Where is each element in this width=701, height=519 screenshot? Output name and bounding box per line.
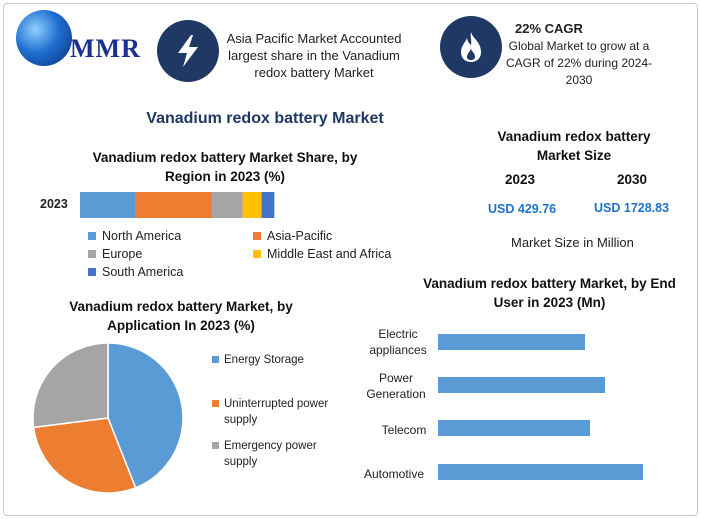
region-segment-europe [212,192,243,218]
legend-swatch [212,400,219,407]
end-user-label: Telecom [381,423,427,437]
market-size-value-2023: USD 429.76 [488,202,557,216]
end-user-bar-telecom [438,420,590,436]
legend-north-america: North America [88,229,181,243]
region-chart-title: Vanadium redox battery Market Share, by … [92,150,358,184]
legend-label: Energy Storage [224,354,304,366]
brand-logo-text: MMR [70,34,141,63]
application-chart-title: Vanadium redox battery Market, by Applic… [69,299,293,333]
legend-mea: Middle East and Africa [253,247,391,261]
legend-swatch [88,250,96,258]
market-size-year-2023: 2023 [505,172,536,187]
region-segment-asia-pacific [135,192,213,218]
legend-label: Europe [102,247,143,261]
end-user-bar-chart [438,334,643,480]
highlight-apac-text: Asia Pacific Market Accounted largest sh… [226,31,402,80]
legend-swatch [253,250,261,258]
end-user-bar-electric-appliances [438,334,585,350]
legend-swatch [212,356,219,363]
legend-label: Asia-Pacific [267,229,333,243]
legend-asia-pacific: Asia-Pacific [253,229,332,243]
globe-logo-icon [16,10,72,66]
legend-swatch [88,232,96,240]
pie-slice-emergency-power-supply [32,342,109,429]
cagr-text: Global Market to grow at a CAGR of 22% d… [505,39,653,87]
legend-swatch [253,232,261,240]
market-size-title: Vanadium redox battery Market Size [497,129,651,163]
legend-label: Middle East and Africa [267,247,392,261]
end-user-label: Power Generation [366,371,426,401]
legend-europe: Europe [88,247,142,261]
cagr-title: 22% CAGR [515,21,583,36]
region-segment-north-america [80,192,136,218]
infographic-frame [3,3,698,516]
end-user-bar-automotive [438,464,643,480]
pie-slice-uninterrupted-power-supply [32,417,137,494]
market-size-value-2030: USD 1728.83 [594,201,670,215]
market-size-note: Market Size in Million [511,235,634,250]
end-user-chart-title: Vanadium redox battery Market, by End Us… [423,276,676,310]
pie-slice-energy-storage [107,342,184,489]
legend-label: Emergency power supply [224,440,317,468]
region-segment-middle-east-and-africa [242,192,262,218]
region-segment-south-america [261,192,275,218]
legend-label: North America [102,229,182,243]
pie-legend-energy-storage: Energy Storage [212,352,352,370]
legend-label: South America [102,265,184,279]
legend-label: Uninterrupted power supply [224,398,329,426]
legend-swatch [88,268,96,276]
end-user-bar-power-generation [438,377,605,393]
pie-legend-ups: Uninterrupted power supply [212,396,352,430]
legend-swatch [212,442,219,449]
legend-south-america: South America [88,265,183,279]
main-title: Vanadium redox battery Market [146,110,384,127]
region-stacked-bar [80,192,275,218]
market-size-year-2030: 2030 [617,172,648,187]
region-year-label: 2023 [40,197,68,211]
application-pie-chart [32,342,184,494]
pie-legend-emergency: Emergency power supply [212,438,352,472]
flame-icon [440,16,502,78]
lightning-icon [157,20,219,82]
end-user-label: Electric appliances [369,327,427,357]
end-user-label: Automotive [363,467,425,481]
